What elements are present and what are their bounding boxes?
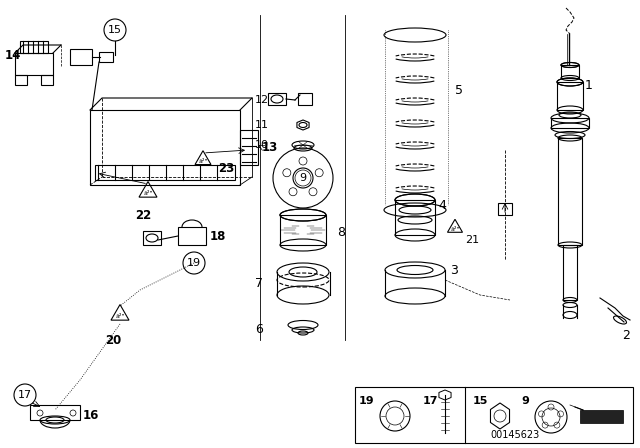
Text: 19: 19 [187,258,201,268]
Bar [95,165,235,180]
Text: 1: 1 [585,78,593,91]
Text: 14: 14 [5,48,21,61]
Bar [268,93,286,105]
Text: 2: 2 [622,328,630,341]
Text: 00145623: 00145623 [490,430,540,440]
Bar [70,49,92,65]
Text: 9: 9 [300,173,307,183]
Bar [240,130,258,165]
Text: 7: 7 [255,276,263,289]
Text: 21: 21 [465,235,479,245]
Text: 8: 8 [337,225,345,238]
Text: ā²": ā²" [115,314,125,319]
Bar [557,82,583,110]
Text: ā²": ā²" [198,159,208,164]
Text: ā²": ā²" [451,227,460,232]
Bar [280,215,326,245]
Text: 19: 19 [359,396,374,406]
Bar [395,200,435,235]
Text: 16: 16 [83,409,99,422]
Bar [20,41,48,53]
Text: ā²": ā²" [143,190,153,195]
Bar [178,227,206,245]
Text: 15: 15 [473,396,488,406]
Bar [551,118,589,128]
Bar [15,75,27,85]
Bar [561,65,579,78]
Text: 17: 17 [18,390,32,400]
Text: 22: 22 [135,208,151,221]
Text: 11: 11 [255,120,269,130]
Text: 23: 23 [218,161,234,175]
Text: 6: 6 [255,323,263,336]
Text: 12: 12 [255,95,269,105]
Bar [15,53,53,75]
Text: 13: 13 [262,141,278,154]
Bar [298,93,312,105]
Bar [498,203,512,215]
Polygon shape [580,410,623,423]
Text: 18: 18 [210,229,227,242]
Bar [90,110,240,185]
Text: 4: 4 [438,198,446,211]
Text: 15: 15 [108,25,122,35]
Text: 10: 10 [255,140,269,150]
Text: 3: 3 [450,263,458,276]
Bar [558,138,582,245]
Bar [563,245,577,300]
Bar [41,75,53,85]
Text: 20: 20 [105,333,121,346]
Bar [143,231,161,245]
Bar [355,387,633,443]
Bar [99,52,113,62]
Text: 17: 17 [423,396,438,406]
Text: 9: 9 [521,396,529,406]
Text: 5: 5 [455,83,463,96]
